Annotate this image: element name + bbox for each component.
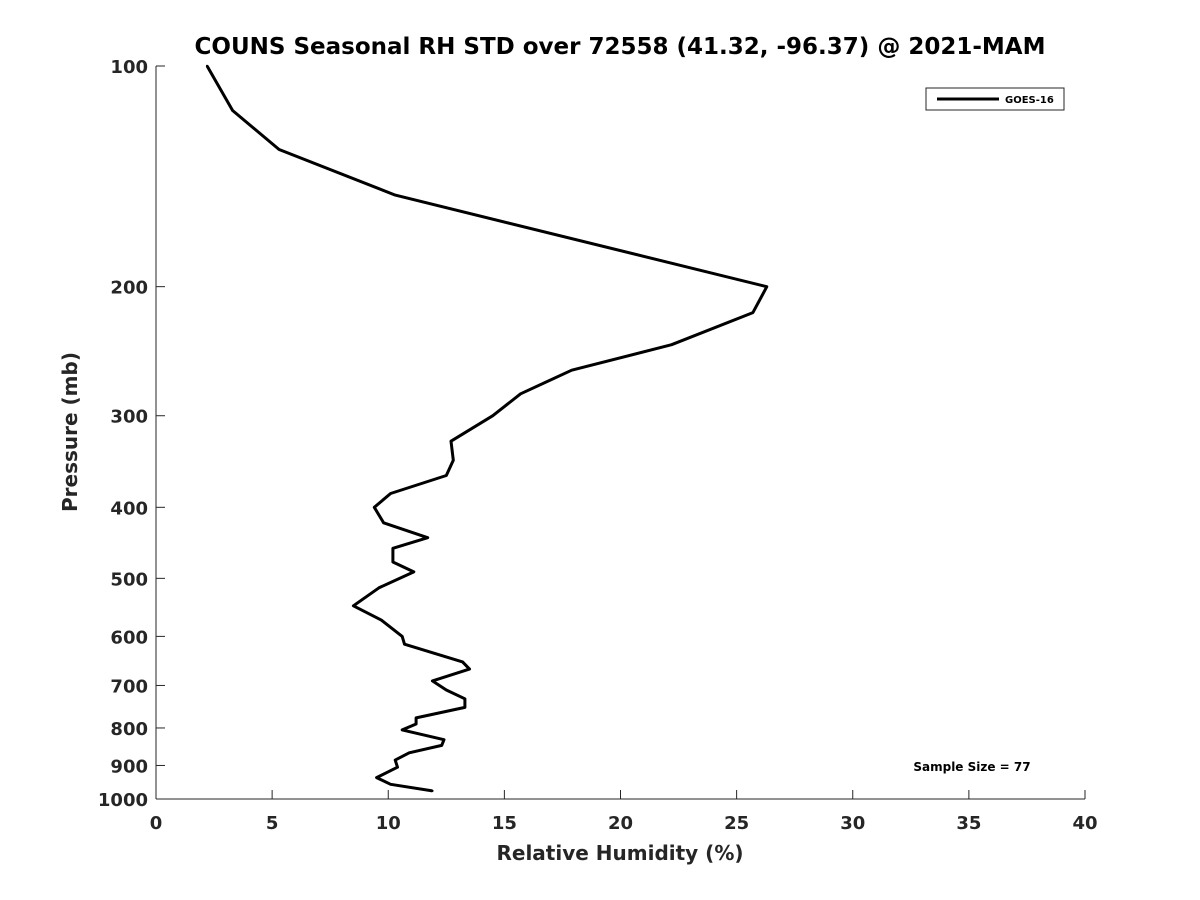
x-axis-ticks: 0 5 10 15 20 25 30 35 40 (150, 790, 1098, 834)
data-point (231, 109, 234, 112)
data-point (463, 706, 467, 709)
y-tick-label: 600 (110, 627, 148, 648)
data-point (442, 738, 446, 741)
data-point (391, 547, 395, 550)
data-point (491, 414, 494, 417)
series-points (205, 64, 768, 793)
data-point (452, 459, 455, 462)
data-point (414, 716, 418, 720)
data-point (468, 667, 471, 671)
data-point (403, 643, 406, 646)
data-point (440, 744, 443, 747)
x-tick-label: 25 (724, 813, 749, 834)
series-line-goes-16 (205, 65, 769, 793)
data-point (431, 679, 434, 683)
data-point (401, 635, 404, 638)
plot-area (155, 66, 1085, 800)
y-tick-label: 300 (110, 407, 148, 428)
x-tick-label: 15 (492, 813, 517, 834)
y-tick-label: 200 (110, 278, 148, 299)
x-tick-label: 0 (150, 813, 163, 834)
x-tick-label: 20 (608, 813, 633, 834)
data-point (205, 64, 209, 68)
data-point (373, 506, 376, 509)
data-point (382, 521, 385, 524)
data-point (412, 570, 415, 574)
data-point (670, 343, 673, 346)
data-point (408, 751, 411, 754)
y-axis-ticks: 100 200 300 400 500 600 700 800 900 1000 (98, 57, 165, 811)
y-tick-label: 800 (110, 719, 148, 740)
data-point (401, 728, 404, 732)
y-tick-label: 500 (110, 569, 148, 590)
data-point (394, 193, 397, 197)
data-point (277, 148, 281, 151)
y-tick-label: 1000 (98, 790, 148, 811)
data-point (449, 440, 453, 443)
data-point (377, 586, 381, 589)
legend-label-goes-16: GOES-16 (1005, 95, 1054, 106)
data-point (426, 536, 429, 539)
y-tick-label: 900 (110, 756, 148, 777)
x-tick-label: 5 (266, 813, 279, 834)
x-tick-label: 10 (376, 813, 401, 834)
data-point (375, 776, 378, 779)
x-tick-label: 30 (840, 813, 865, 834)
y-tick-label: 400 (110, 498, 148, 519)
data-point (519, 392, 522, 395)
data-point (389, 783, 392, 786)
sample-size-annotation: Sample Size = 77 (913, 760, 1030, 774)
data-point (380, 618, 383, 622)
x-tick-label: 35 (956, 813, 981, 834)
y-tick-label: 700 (110, 676, 148, 697)
legend: GOES-16 (925, 87, 1065, 111)
data-point (461, 660, 464, 664)
y-axis-label: Pressure (mb) (58, 352, 82, 512)
data-point (431, 789, 434, 793)
x-axis-label: Relative Humidity (%) (496, 841, 743, 865)
data-point (352, 604, 355, 607)
data-point (396, 766, 399, 769)
data-point (445, 474, 448, 477)
data-point (389, 492, 392, 495)
data-point (445, 688, 448, 692)
data-point (765, 285, 768, 288)
data-point (570, 369, 573, 372)
x-tick-label: 40 (1072, 813, 1097, 834)
data-point (751, 311, 755, 314)
data-point (414, 722, 418, 726)
chart-title: COUNS Seasonal RH STD over 72558 (41.32,… (195, 34, 1046, 60)
data-point (463, 697, 467, 700)
data-point (394, 758, 397, 762)
data-point (391, 560, 395, 564)
y-tick-label: 100 (110, 57, 148, 78)
